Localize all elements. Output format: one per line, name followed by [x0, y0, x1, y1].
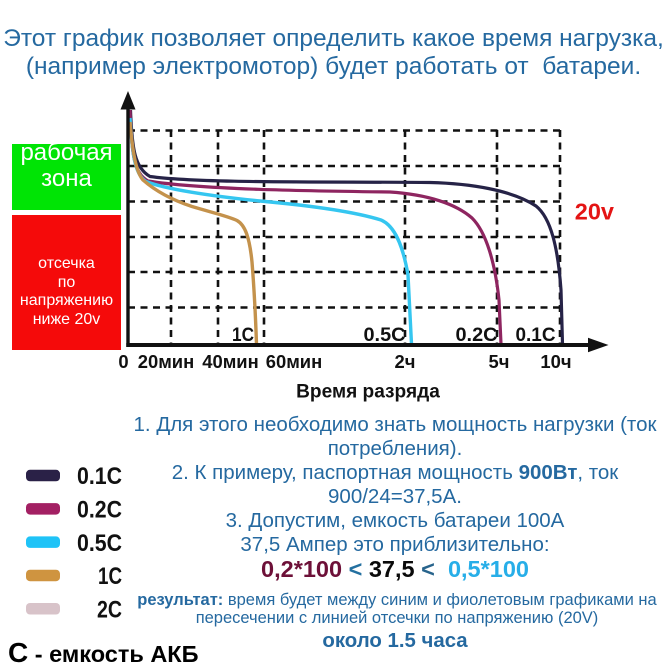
svg-text:0.2С: 0.2С	[456, 325, 498, 346]
svg-text:0.5С: 0.5С	[364, 325, 406, 346]
svg-text:20мин: 20мин	[138, 351, 194, 372]
svg-text:0.1C: 0.1C	[77, 463, 122, 490]
svg-text:60мин: 60мин	[266, 351, 322, 372]
svg-text:Время разряда: Время разряда	[296, 382, 440, 403]
svg-text:0.2C: 0.2C	[77, 497, 122, 524]
svg-text:5ч: 5ч	[489, 351, 510, 372]
svg-text:20v: 20v	[575, 199, 614, 225]
svg-text:0.1С: 0.1С	[516, 325, 556, 346]
svg-text:40мин: 40мин	[202, 351, 258, 372]
svg-text:1C: 1C	[98, 563, 122, 590]
svg-text:1С: 1С	[232, 325, 254, 346]
svg-text:2ч: 2ч	[395, 351, 416, 372]
svg-text:0: 0	[118, 351, 128, 372]
svg-text:2C: 2C	[97, 597, 122, 624]
svg-text:0.5C: 0.5C	[77, 530, 122, 557]
svg-text:10ч: 10ч	[540, 351, 571, 372]
